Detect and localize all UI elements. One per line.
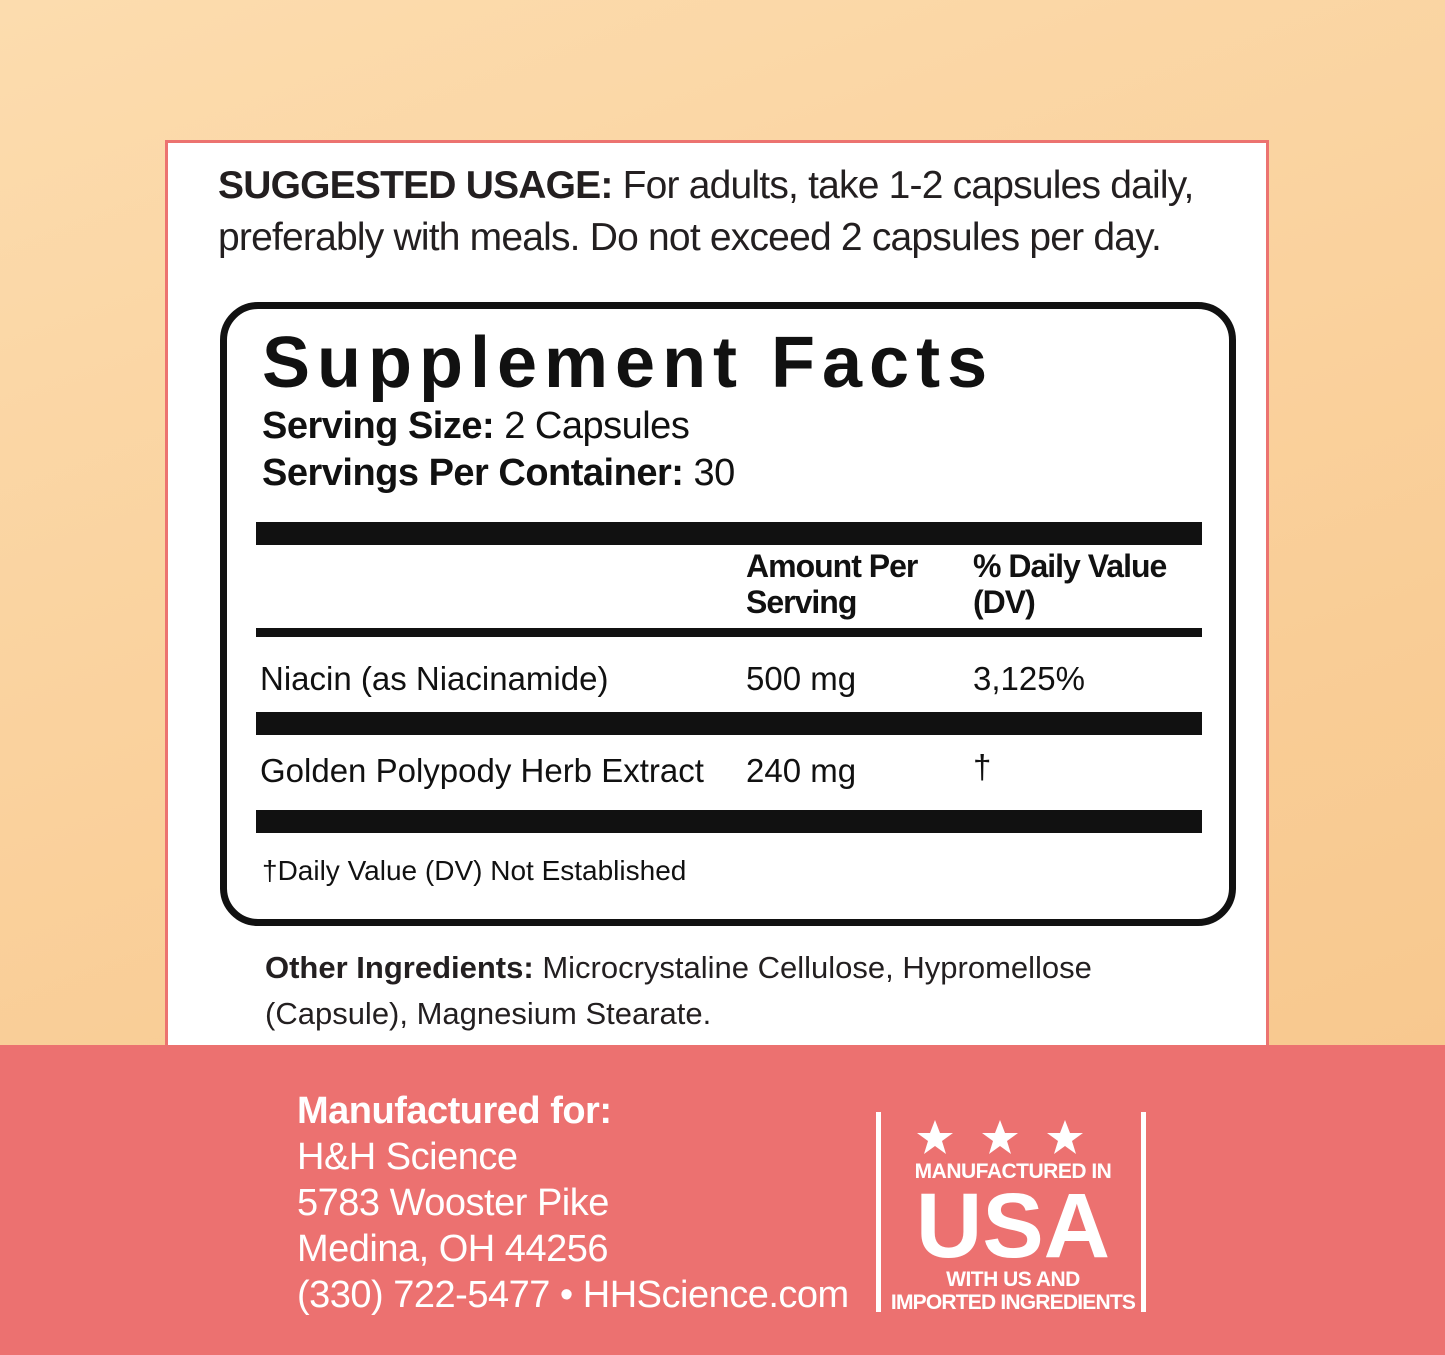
manufacturer-line: 5783 Wooster Pike [297, 1182, 609, 1224]
badge-bottom: WITH US AND [946, 1268, 1080, 1291]
footnote: †Daily Value (DV) Not Established [262, 855, 687, 886]
cell: Golden Polypody Herb Extract [260, 752, 704, 789]
header: % Daily Value (DV) [973, 548, 1167, 620]
rule [256, 628, 1202, 637]
other-text: Microcrystaline Cellulose, Hypromellose … [265, 950, 1092, 1031]
cell: 240 mg [746, 752, 857, 789]
badge-border [876, 1112, 881, 1312]
cell: Niacin (as Niacinamide) [260, 660, 609, 697]
cell: † [973, 748, 992, 785]
usage-text: For adults, take 1-2 capsules daily, pre… [218, 164, 1194, 259]
header: Amount Per Serving [746, 548, 918, 620]
manufacturer-line: Medina, OH 44256 [297, 1228, 608, 1270]
serving-size: Serving Size: 2 Capsules [262, 405, 690, 448]
manufacturer-label: Manufactured for: [297, 1090, 612, 1132]
badge-main: USA [915, 1175, 1111, 1277]
usage: SUGGESTED USAGE: For adults, take 1-2 ca… [218, 160, 1248, 264]
servings-value: 30 [693, 452, 735, 494]
badge-top: MANUFACTURED IN [914, 1160, 1112, 1183]
serving-size-label: Serving Size: [262, 405, 495, 447]
facts-box [220, 302, 1236, 926]
cell: 500 mg [746, 660, 857, 697]
cell: 3,125% [973, 660, 1085, 697]
servings: Servings Per Container: 30 [262, 452, 735, 495]
badge-border [1141, 1112, 1146, 1312]
manufacturer-line: (330) 722-5477 • HHScience.com [297, 1274, 849, 1316]
badge-stars [917, 1120, 1083, 1154]
rule [256, 712, 1202, 735]
other-label: Other Ingredients: [265, 950, 534, 985]
usage-label: SUGGESTED USAGE: [218, 164, 613, 207]
facts-title: Supplement Facts [262, 323, 995, 403]
manufacturer-line: H&H Science [297, 1136, 518, 1178]
footer-band [0, 1045, 1445, 1355]
label-panel [165, 140, 1269, 1050]
serving-size-value: 2 Capsules [504, 405, 690, 447]
badge-bottom: IMPORTED INGREDIENTS [890, 1291, 1136, 1314]
servings-label: Servings Per Container: [262, 452, 684, 494]
rule [256, 522, 1202, 545]
rule [256, 810, 1202, 833]
other-ingredients: Other Ingredients: Microcrystaline Cellu… [265, 945, 1165, 1037]
